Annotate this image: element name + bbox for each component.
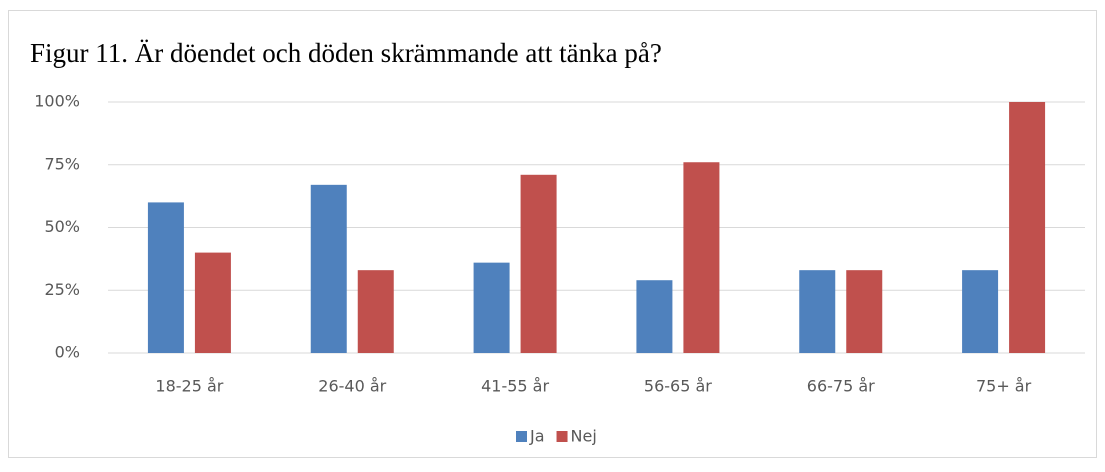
- y-tick-label: 50%: [44, 217, 80, 236]
- bar: [194, 252, 231, 353]
- bar: [357, 270, 394, 353]
- bar: [962, 270, 999, 353]
- bar: [799, 270, 836, 353]
- bar: [310, 184, 347, 353]
- y-tick-label: 0%: [55, 343, 80, 362]
- legend-label: Ja: [529, 427, 545, 446]
- legend-swatch: [516, 431, 527, 442]
- bar: [636, 280, 673, 353]
- y-tick-label: 75%: [44, 154, 80, 173]
- bar: [846, 270, 883, 353]
- y-tick-label: 25%: [44, 280, 80, 299]
- bar: [147, 202, 184, 353]
- x-tick-label: 18-25 år: [155, 377, 223, 396]
- x-tick-label: 41-55 år: [481, 377, 549, 396]
- legend-swatch: [556, 431, 568, 442]
- x-tick-label: 66-75 år: [807, 377, 875, 396]
- chart-title: Figur 11. Är döendet och döden skrämmand…: [30, 38, 662, 68]
- bar: [1009, 102, 1046, 353]
- x-tick-label: 75+ år: [976, 377, 1032, 396]
- bar: [473, 262, 510, 353]
- bar: [683, 162, 720, 353]
- x-tick-label: 56-65 år: [644, 377, 712, 396]
- legend-label: Nej: [571, 427, 597, 446]
- x-tick-label: 26-40 år: [318, 377, 386, 396]
- bar: [520, 174, 557, 353]
- y-tick-label: 100%: [34, 92, 80, 111]
